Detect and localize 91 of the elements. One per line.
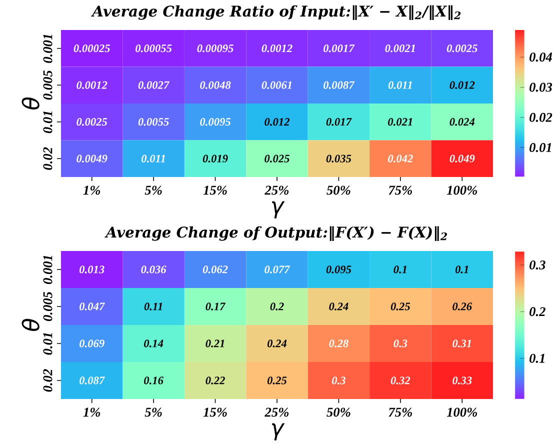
y-tick-label: 0.005 (43, 292, 52, 322)
x-tick-label: 75% (388, 408, 412, 417)
data-label: 0.0012 (262, 44, 292, 52)
x-tick-label: 25% (264, 186, 289, 195)
x-tick-label: 25% (264, 408, 289, 417)
data-label: 0.0025 (446, 44, 478, 52)
color-bar-label: 0.03 (530, 82, 552, 92)
data-label: 0.14 (144, 340, 164, 348)
data-label: 0.17 (206, 302, 226, 310)
data-label: 0.024 (450, 118, 475, 126)
y-tick-label: 0.01 (43, 333, 52, 355)
data-label: 0.095 (326, 266, 352, 274)
data-label: 0.25 (267, 376, 287, 384)
data-label: 0.22 (206, 376, 225, 384)
color-bar-label: 0.3 (530, 260, 546, 270)
data-label: 0.0087 (324, 81, 355, 89)
data-label: 0.28 (329, 340, 348, 348)
data-label: 0.3 (332, 376, 346, 384)
color-bar-label: 0.2 (530, 307, 546, 316)
data-label: 0.077 (264, 266, 290, 274)
x-tick-label: 100% (446, 408, 478, 417)
data-label: 0.0025 (76, 118, 108, 126)
chart-title: Average Change Ratio of Input:‖X′ − X‖$_{2}$/‖X‖$_{2}$ (91, 5, 461, 20)
data-label: 0.062 (202, 266, 228, 274)
data-label: 0.047 (80, 302, 105, 310)
chart-title: Average Change of Output:‖F(X′) − F(X)‖$_{2}$ (104, 226, 447, 241)
color-bar-label: 0.04 (530, 52, 552, 62)
data-label: 0.0095 (200, 118, 231, 126)
x-axis-title: γ (272, 423, 285, 440)
data-label: 0.069 (80, 340, 104, 348)
data-label: 0.0061 (262, 81, 292, 89)
data-label: 0.24 (329, 302, 348, 310)
data-label: 0.26 (452, 302, 472, 310)
y-tick-label: 0.02 (43, 147, 52, 170)
data-label: 0.31 (452, 340, 471, 348)
color-bar-label: 0.02 (530, 112, 552, 122)
data-label: 0.24 (267, 340, 287, 348)
x-tick-label: 75% (388, 186, 412, 195)
data-label: 0.3 (394, 340, 408, 348)
data-label: 0.011 (142, 154, 165, 162)
x-axis-title: γ (272, 201, 285, 218)
data-label: 0.0017 (324, 44, 355, 52)
x-tick-label: 5% (144, 408, 162, 417)
data-label: 0.0012 (76, 81, 108, 89)
data-label: 0.087 (80, 376, 105, 384)
y-axis-title: θ (22, 318, 40, 332)
data-label: 0.021 (388, 118, 412, 126)
data-label: 0.036 (141, 266, 166, 274)
data-label: 0.019 (202, 154, 228, 162)
color-bar-label: 0.1 (530, 354, 544, 363)
data-label: 0.035 (326, 154, 352, 162)
y-tick-label: 0.005 (43, 70, 52, 100)
data-label: 0.011 (388, 81, 412, 89)
data-label: 0.00025 (74, 44, 110, 52)
data-label: 0.012 (264, 118, 290, 126)
data-label: 0.32 (390, 376, 410, 384)
x-tick-label: 50% (326, 408, 350, 417)
y-tick-label: 0.01 (43, 112, 52, 134)
x-tick-label: 15% (203, 408, 227, 417)
data-label: 0.11 (144, 302, 162, 310)
data-label: 0.0027 (138, 81, 170, 89)
data-label: 0.33 (452, 376, 472, 384)
data-label: 0.049 (450, 154, 475, 162)
data-label: 0.013 (80, 266, 104, 274)
y-axis-title: θ (22, 97, 40, 110)
data-label: 0.16 (144, 376, 164, 384)
data-label: 0.0055 (138, 118, 169, 126)
x-tick-label: 1% (83, 408, 100, 417)
data-label: 0.0021 (385, 44, 415, 52)
data-label: 0.00095 (197, 44, 234, 52)
data-label: 0.042 (388, 154, 413, 162)
x-tick-label: 100% (446, 186, 478, 195)
y-tick-label: 0.001 (43, 256, 52, 284)
y-tick-label: 0.001 (43, 34, 52, 63)
x-tick-label: 15% (203, 186, 227, 195)
color-bar-label: 0.01 (530, 143, 552, 152)
y-tick-label: 0.02 (43, 369, 52, 392)
data-label: 0.025 (264, 154, 290, 162)
data-label: 0.017 (326, 118, 352, 126)
data-label: 0.00055 (136, 44, 172, 52)
data-label: 0.1 (455, 266, 468, 274)
x-tick-label: 5% (144, 186, 162, 195)
data-label: 0.2 (270, 302, 284, 310)
data-label: 0.012 (450, 81, 475, 89)
data-label: 0.0049 (76, 154, 108, 162)
x-tick-label: 1% (83, 186, 100, 195)
data-label: 0.1 (394, 266, 406, 274)
data-label: 0.0048 (200, 81, 231, 89)
x-tick-label: 50% (326, 186, 350, 195)
data-label: 0.21 (206, 340, 224, 348)
data-label: 0.25 (390, 302, 410, 310)
